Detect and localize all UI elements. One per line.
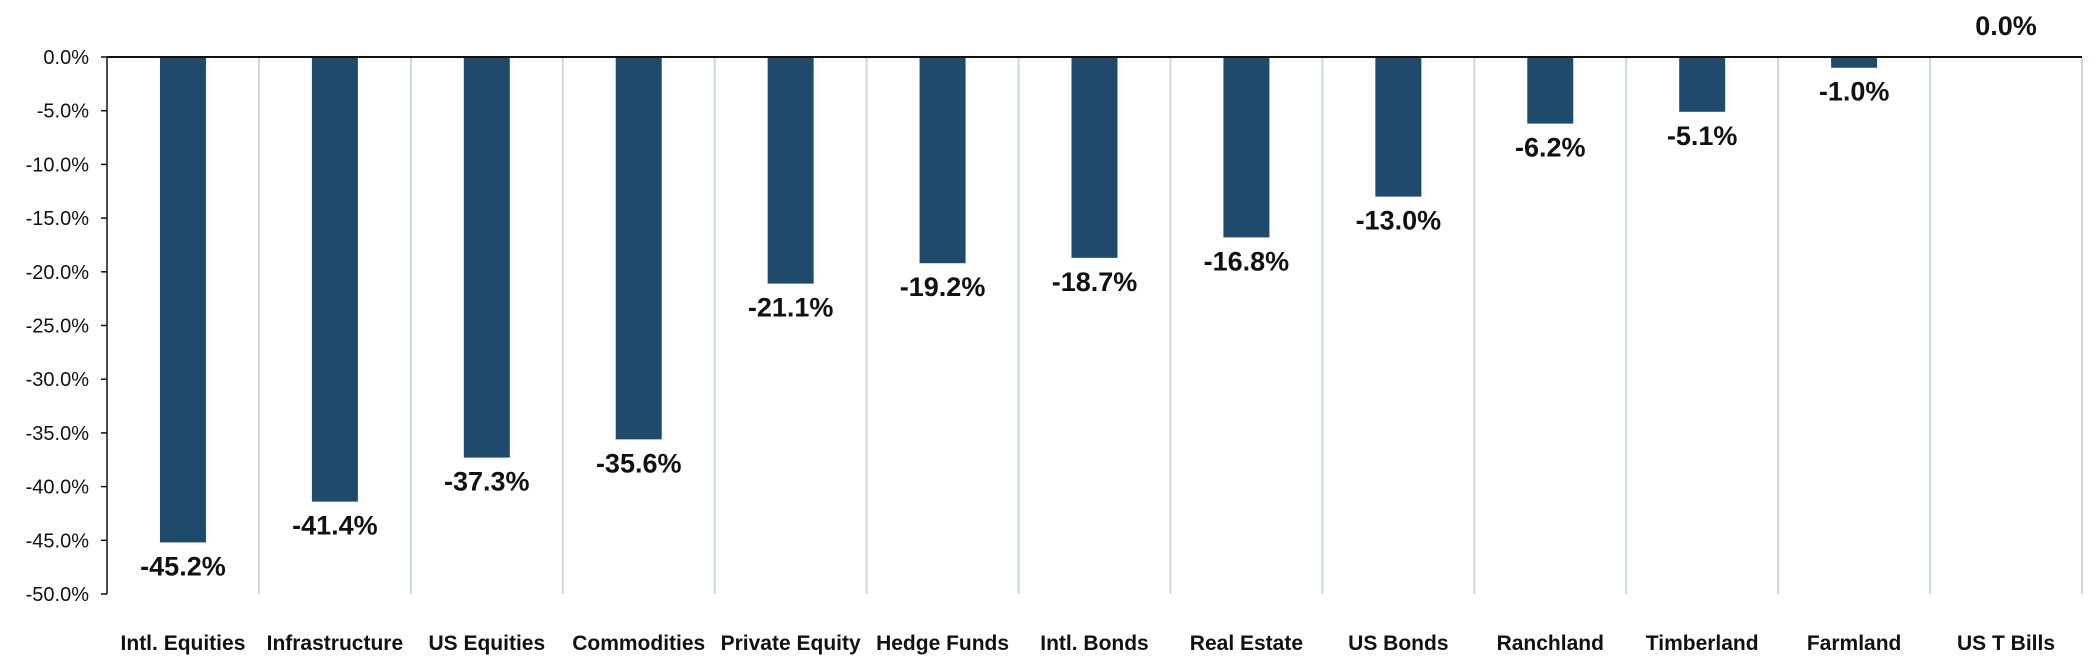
x-tick-label: Ranchland: [1497, 632, 1604, 655]
category-separators: [257, 57, 2083, 594]
bar: [1071, 57, 1118, 258]
data-label: -45.2%: [140, 551, 226, 581]
bars: [159, 57, 1878, 543]
y-tick-label: 0.0%: [43, 47, 89, 69]
data-label: -21.1%: [748, 293, 834, 323]
y-tick-label: -50.0%: [26, 584, 90, 606]
x-tick-label: Intl. Equities: [121, 632, 246, 655]
x-axis: Intl. Equities Infrastructure US Equities C…: [121, 632, 2056, 655]
data-label: -41.4%: [292, 511, 378, 541]
y-axis: 0.0% -5.0% -10.0% -15.0% -20.0% -25.0% -30.0% -…: [26, 47, 108, 606]
bar: [767, 57, 814, 284]
bar: [1831, 57, 1878, 68]
data-label: -35.6%: [596, 448, 682, 478]
x-tick-label: Private Equity: [721, 632, 861, 655]
data-label: -19.2%: [900, 272, 986, 302]
bar: [311, 57, 358, 502]
x-tick-label: US Equities: [428, 632, 545, 655]
bar: [1223, 57, 1270, 238]
data-label: -16.8%: [1204, 246, 1290, 276]
data-label: -5.1%: [1667, 121, 1738, 151]
x-tick-label: Commodities: [572, 632, 705, 655]
bar: [919, 57, 966, 264]
data-label: -37.3%: [444, 467, 530, 497]
x-tick-label: Farmland: [1807, 632, 1902, 655]
x-tick-label: US Bonds: [1348, 632, 1448, 655]
bar: [159, 57, 206, 543]
x-tick-label: US T Bills: [1957, 632, 2055, 655]
bar: [1527, 57, 1574, 124]
y-tick-label: -40.0%: [26, 477, 90, 499]
x-tick-label: Hedge Funds: [876, 632, 1009, 655]
data-label: -18.7%: [1052, 267, 1138, 297]
y-tick-label: -45.0%: [26, 530, 90, 552]
bar: [463, 57, 510, 458]
data-label: -13.0%: [1356, 206, 1442, 236]
y-tick-label: -30.0%: [26, 369, 90, 391]
bar: [615, 57, 662, 440]
x-tick-label: Real Estate: [1190, 632, 1303, 655]
y-tick-label: -25.0%: [26, 316, 90, 338]
data-label: -1.0%: [1819, 77, 1890, 107]
x-tick-label: Infrastructure: [267, 632, 404, 655]
bar: [1679, 57, 1726, 112]
x-tick-label: Timberland: [1646, 632, 1759, 655]
bar: [1375, 57, 1422, 197]
data-labels: -45.2% -41.4% -37.3% -35.6% -21.1% -19.2% -18.…: [140, 11, 2037, 581]
y-tick-label: -35.0%: [26, 423, 90, 445]
data-label: -6.2%: [1515, 133, 1586, 163]
y-tick-label: -20.0%: [26, 262, 90, 284]
y-tick-label: -5.0%: [37, 101, 89, 123]
y-tick-label: -10.0%: [26, 154, 90, 176]
y-tick-label: -15.0%: [26, 208, 90, 230]
data-label: 0.0%: [1975, 11, 2037, 41]
x-tick-label: Intl. Bonds: [1040, 632, 1149, 655]
